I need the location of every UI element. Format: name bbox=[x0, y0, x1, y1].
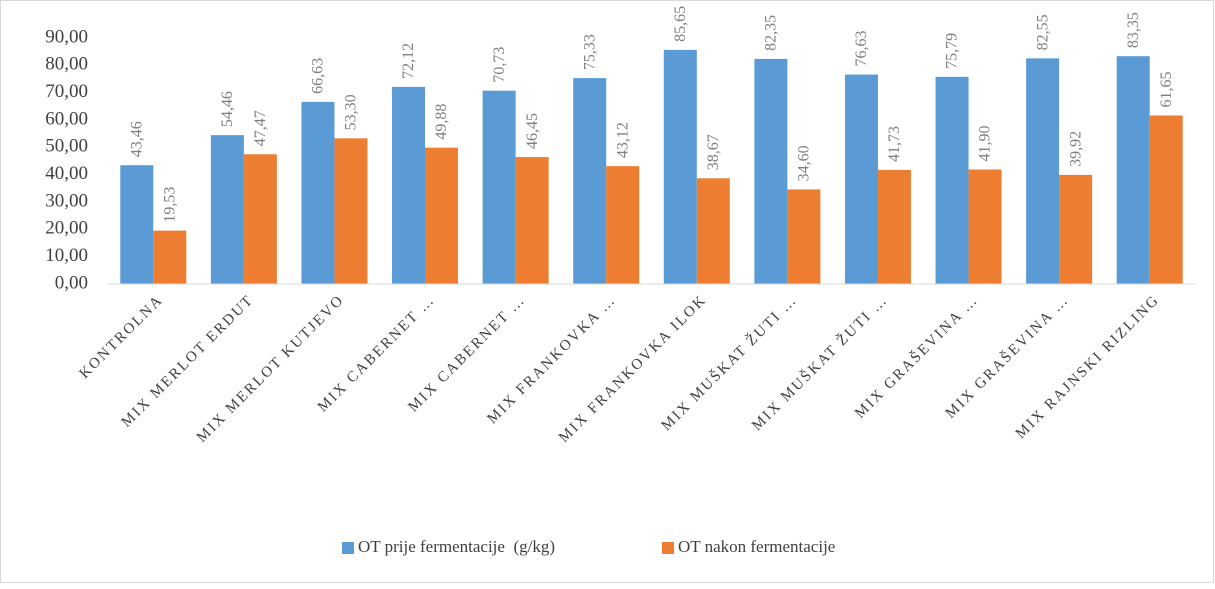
bar bbox=[1149, 115, 1183, 285]
bar bbox=[334, 138, 368, 284]
bar bbox=[935, 76, 969, 284]
bar bbox=[153, 230, 187, 284]
data-label: 82,55 bbox=[1034, 14, 1051, 50]
bar bbox=[877, 169, 911, 284]
data-label: 75,79 bbox=[944, 33, 961, 69]
legend-label: OT nakon fermentacije bbox=[678, 537, 835, 556]
data-label: 47,47 bbox=[252, 110, 269, 146]
y-tick-label: 30,00 bbox=[45, 190, 88, 211]
y-tick-label: 60,00 bbox=[45, 108, 88, 129]
bar bbox=[844, 74, 878, 284]
data-label: 19,53 bbox=[161, 187, 178, 223]
bar bbox=[968, 169, 1002, 284]
legend-swatch bbox=[342, 542, 354, 554]
data-label: 39,92 bbox=[1067, 131, 1084, 167]
y-tick-label: 70,00 bbox=[45, 81, 88, 102]
data-label: 34,60 bbox=[796, 145, 813, 181]
bar bbox=[1116, 56, 1150, 284]
y-tick-label: 80,00 bbox=[45, 54, 88, 75]
data-label: 41,90 bbox=[977, 125, 994, 161]
data-label: 75,33 bbox=[581, 34, 598, 70]
bar bbox=[210, 135, 244, 284]
legend-label: OT prije fermentacije (g/kg) bbox=[358, 537, 555, 556]
bar bbox=[696, 178, 730, 284]
y-tick-label: 20,00 bbox=[45, 218, 88, 239]
data-label: 72,12 bbox=[400, 43, 417, 79]
legend-swatch bbox=[662, 542, 674, 554]
bar bbox=[425, 147, 459, 284]
y-tick-label: 40,00 bbox=[45, 163, 88, 184]
y-tick-label: 10,00 bbox=[45, 245, 88, 266]
bar bbox=[515, 157, 549, 284]
data-label: 61,65 bbox=[1158, 71, 1175, 107]
y-tick-label: 90,00 bbox=[45, 26, 88, 47]
bar bbox=[243, 154, 277, 284]
data-label: 38,67 bbox=[705, 134, 722, 170]
bar bbox=[1059, 174, 1093, 284]
data-label: 43,46 bbox=[128, 121, 145, 157]
data-label: 70,73 bbox=[491, 47, 508, 83]
data-label: 85,65 bbox=[672, 6, 689, 42]
data-label: 54,46 bbox=[219, 91, 236, 127]
data-label: 41,73 bbox=[886, 126, 903, 162]
bar bbox=[482, 90, 516, 285]
data-label: 49,88 bbox=[433, 104, 450, 140]
bar bbox=[663, 49, 697, 284]
bar bbox=[1026, 58, 1060, 284]
bar bbox=[606, 166, 640, 284]
bar bbox=[120, 165, 154, 284]
bar bbox=[392, 86, 426, 284]
bar bbox=[301, 101, 335, 285]
y-tick-label: 50,00 bbox=[45, 136, 88, 157]
data-label: 82,35 bbox=[763, 15, 780, 51]
bar bbox=[754, 58, 788, 284]
bar bbox=[573, 78, 607, 285]
data-label: 83,35 bbox=[1125, 12, 1142, 48]
y-tick-label: 0,00 bbox=[55, 272, 88, 293]
bar bbox=[787, 189, 821, 284]
data-label: 66,63 bbox=[310, 58, 327, 94]
data-label: 46,45 bbox=[524, 113, 541, 149]
data-label: 76,63 bbox=[853, 31, 870, 67]
data-label: 53,30 bbox=[343, 94, 360, 130]
data-label: 43,12 bbox=[614, 122, 631, 158]
